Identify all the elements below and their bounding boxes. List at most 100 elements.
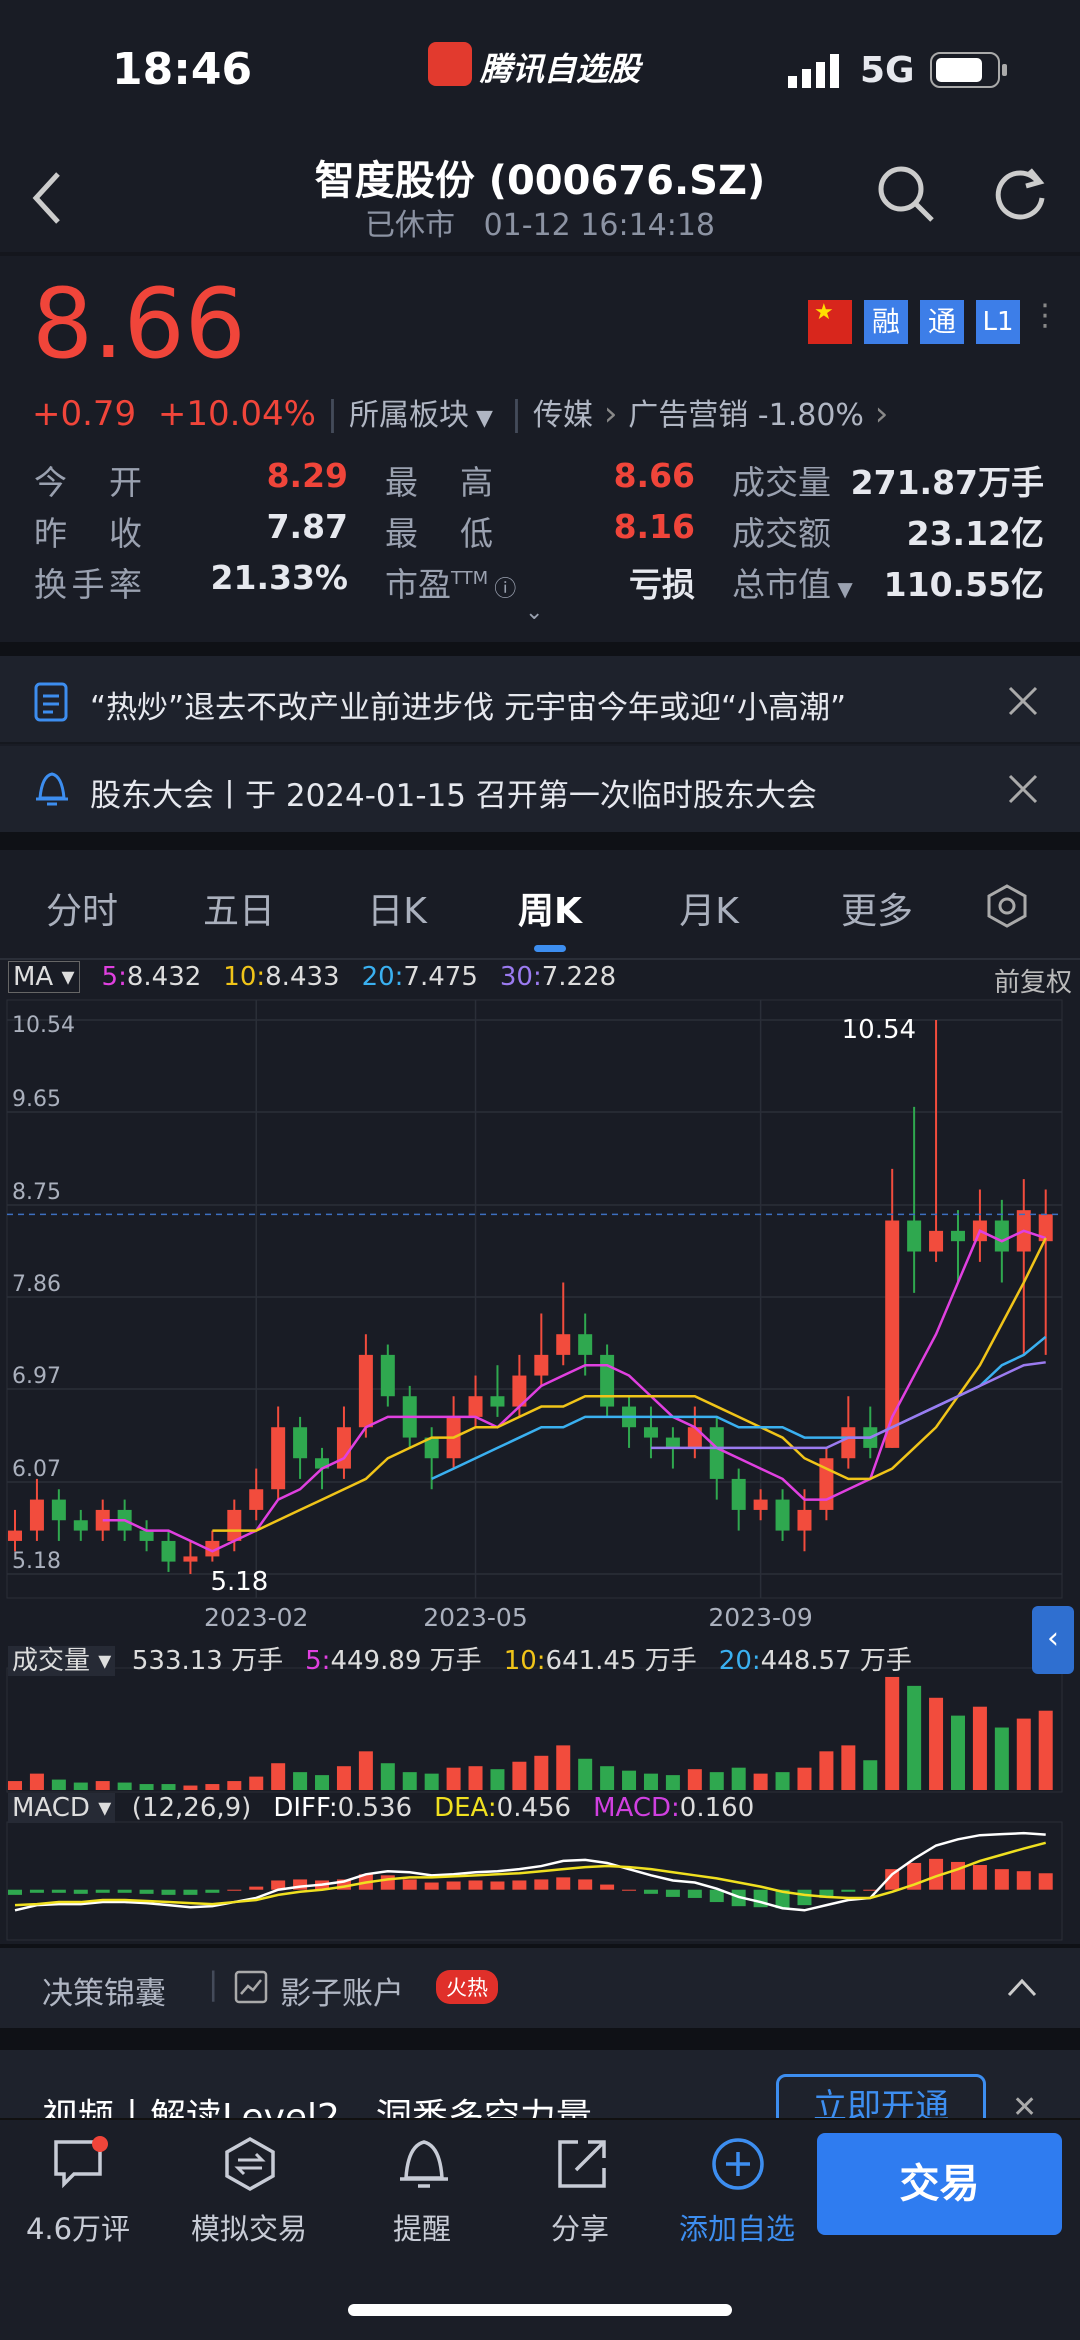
nav-item[interactable]: 添加自选: [678, 2212, 795, 2246]
refresh-button[interactable]: [990, 164, 1050, 224]
promo-close[interactable]: ✕: [1012, 2090, 1038, 2118]
signal: [788, 54, 839, 88]
expand[interactable]: ⌄: [525, 600, 544, 625]
candle-body: [534, 1354, 549, 1376]
macd-bar: [380, 1875, 395, 1890]
volume-bar: [556, 1745, 571, 1790]
change-pct: +10.04%: [157, 394, 316, 434]
volume-bar: [227, 1781, 242, 1790]
add-icon: [712, 2138, 764, 2190]
more-dots[interactable]: ⋮: [1030, 298, 1060, 333]
side-toggle[interactable]: ‹: [1032, 1606, 1074, 1674]
settings-button[interactable]: [986, 884, 1028, 928]
tool-link[interactable]: 影子账户: [280, 1976, 404, 2012]
candle-body: [687, 1427, 702, 1448]
macd-bar: [161, 1889, 176, 1895]
ma-line: [212, 1237, 1047, 1532]
macd-bar: [972, 1865, 987, 1890]
nav-item[interactable]: 模拟交易: [190, 2212, 307, 2246]
news-icon: [34, 682, 68, 722]
candle-body: [600, 1354, 615, 1407]
candle-body: [841, 1427, 856, 1459]
battery: [930, 52, 1007, 88]
volume-bar: [1038, 1710, 1053, 1790]
nav-item[interactable]: 分享: [550, 2212, 609, 2246]
legend-value: 0.456: [496, 1793, 572, 1823]
stat-label-wrap: 成交量: [732, 456, 831, 504]
close-button[interactable]: [1008, 774, 1038, 804]
stat-label: 换手率: [34, 565, 142, 604]
macd-bar: [687, 1889, 702, 1898]
volume-bar: [534, 1755, 549, 1790]
ma-line: [650, 1361, 1046, 1450]
volume-bar: [446, 1767, 461, 1790]
news-text[interactable]: 股东大会丨于 2024-01-15 召开第一次临时股东大会: [90, 778, 817, 814]
stat-value: 8.16: [613, 507, 695, 546]
tab[interactable]: 月K: [679, 891, 739, 932]
legend-name: 5:: [101, 962, 127, 992]
industry[interactable]: 传媒: [533, 398, 594, 433]
ma-label: MA: [13, 962, 54, 992]
promo-button[interactable]: 立即开通: [776, 2074, 986, 2118]
candle-body: [753, 1499, 768, 1510]
news-row[interactable]: [0, 656, 1080, 744]
candle-body: [73, 1520, 88, 1531]
macd-title: MACD: [12, 1793, 90, 1823]
legend-value: 449.89 万手: [330, 1646, 482, 1676]
candle-body: [183, 1556, 198, 1562]
nav-item[interactable]: 4.6万评: [25, 2212, 131, 2246]
promo: 视频丨解读Level2，洞悉多空力量 立即开通 ✕: [0, 2050, 1080, 2118]
app-name: 腾讯自选股: [480, 50, 641, 88]
tool-link[interactable]: 决策锦囊: [42, 1976, 166, 2012]
macd-bar: [556, 1877, 571, 1890]
volume-bar: [1016, 1718, 1031, 1790]
sector[interactable]: 广告营销 -1.80%: [628, 398, 864, 433]
news-text[interactable]: “热炒”退去不改产业前进步伐 元宇宙今年或迎“小高潮”: [90, 690, 847, 726]
candle-body: [205, 1540, 220, 1557]
nav-item[interactable]: 提醒: [392, 2212, 451, 2246]
candle-body: [315, 1458, 330, 1469]
divider: [0, 958, 1080, 960]
ma-selector[interactable]: MA ▾: [8, 961, 80, 993]
close-button[interactable]: [1008, 686, 1038, 716]
badge: L1: [976, 300, 1020, 344]
candle-body: [1038, 1214, 1053, 1242]
candle-body: [380, 1354, 395, 1397]
divider: [0, 642, 1080, 656]
volume-bar: [51, 1779, 66, 1790]
tab[interactable]: 五日: [202, 891, 275, 932]
tab[interactable]: 分时: [45, 891, 118, 932]
volume-bar: [161, 1784, 176, 1790]
volume-bar: [315, 1775, 330, 1790]
y-tick-label: 8.75: [12, 1180, 61, 1205]
news-row[interactable]: [0, 746, 1080, 832]
legend-name: DIFF:: [273, 1793, 338, 1823]
adjust-label[interactable]: 前复权: [993, 968, 1072, 998]
macd-bar: [797, 1889, 812, 1906]
hot-badge: 火热: [436, 1970, 498, 2004]
back-button[interactable]: [28, 170, 68, 226]
volume-bar: [929, 1697, 944, 1790]
volume-bar: [183, 1785, 198, 1790]
volume-bar: [29, 1773, 44, 1790]
tab[interactable]: 更多: [840, 891, 913, 932]
change: +0.79: [32, 394, 137, 434]
macd-bar: [117, 1889, 132, 1893]
trade-button[interactable]: 交易: [817, 2133, 1062, 2235]
candle-body: [907, 1220, 922, 1252]
legend-item: 20:7.475: [362, 962, 478, 992]
collapse-button[interactable]: [1006, 1976, 1038, 1998]
volume-bar: [95, 1781, 110, 1790]
sector-label[interactable]: 所属板块: [349, 398, 470, 433]
volume-selector[interactable]: 成交量 ▾: [8, 1646, 116, 1676]
stat-value: 8.29: [266, 456, 348, 495]
search-button[interactable]: [876, 164, 936, 224]
macd-bar: [665, 1889, 680, 1897]
promo-text[interactable]: 视频丨解读Level2，洞悉多空力量: [42, 2097, 592, 2118]
legend-name: 30:: [499, 962, 542, 992]
tab[interactable]: 日K: [367, 891, 427, 932]
stat-label: 总市值: [732, 565, 831, 604]
tab[interactable]: 周K: [518, 891, 582, 932]
macd-selector[interactable]: MACD ▾: [8, 1793, 116, 1823]
macd-bar: [600, 1884, 615, 1890]
